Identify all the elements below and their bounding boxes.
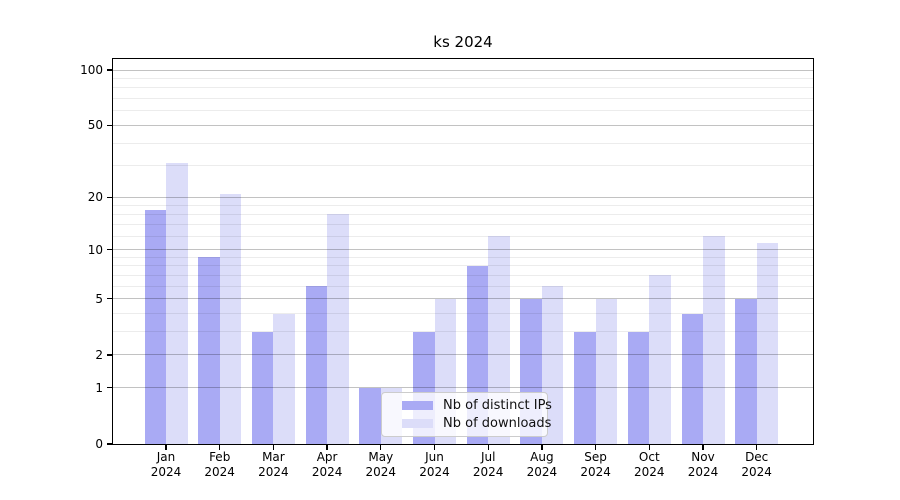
- x-tick-label-oct: Oct 2024: [634, 450, 665, 479]
- x-tick-label-jun: Jun 2024: [419, 450, 450, 479]
- legend-label-downloads: Nb of downloads: [443, 416, 552, 431]
- legend-swatch-distinct-ips: [402, 400, 433, 411]
- legend-label-distinct-ips: Nb of distinct IPs: [443, 398, 552, 413]
- y-tick-label-0: 0: [95, 437, 103, 451]
- y-tick-label-50: 50: [87, 118, 103, 133]
- y-tick-label-10: 10: [87, 242, 103, 257]
- y-tick-label-5: 5: [95, 291, 103, 306]
- y-tick-label-100: 100: [80, 63, 103, 78]
- x-tick-label-jan: Jan 2024: [150, 450, 182, 479]
- x-tick-oct: [648, 444, 650, 450]
- x-tick-label-apr: Apr 2024: [311, 450, 343, 479]
- plot-frame: [111, 58, 814, 445]
- legend-swatch-downloads: [402, 418, 433, 429]
- y-tick-label-2: 2: [95, 347, 103, 362]
- x-tick-may: [380, 444, 382, 450]
- x-tick-apr: [326, 444, 328, 450]
- x-tick-label-may: May 2024: [365, 450, 397, 479]
- chart-title: ks 2024: [433, 33, 493, 51]
- x-tick-label-jul: Jul 2024: [472, 450, 504, 479]
- x-tick-label-nov: Nov 2024: [687, 450, 719, 479]
- x-tick-mar: [272, 444, 275, 450]
- y-tick-label-20: 20: [87, 190, 103, 205]
- x-tick-aug: [541, 444, 543, 450]
- x-tick-label-aug: Aug 2024: [526, 450, 558, 479]
- x-tick-label-feb: Feb 2024: [204, 450, 235, 479]
- legend-item-downloads: Nb of downloads: [402, 416, 551, 431]
- x-tick-jan: [165, 444, 167, 450]
- x-tick-label-mar: Mar 2024: [258, 450, 289, 479]
- x-tick-feb: [219, 444, 221, 450]
- x-tick-label-dec: Dec 2024: [741, 450, 772, 479]
- x-tick-jul: [487, 444, 489, 450]
- legend-item-distinct-ips: Nb of distinct IPs: [402, 398, 552, 413]
- y-tick-label-1: 1: [95, 380, 103, 395]
- x-tick-nov: [702, 444, 704, 450]
- x-tick-jun: [433, 444, 436, 450]
- legend: Nb of distinct IPs Nb of downloads: [381, 392, 552, 437]
- x-tick-label-sep: Sep 2024: [580, 450, 611, 479]
- x-tick-sep: [594, 444, 597, 450]
- x-tick-dec: [756, 444, 758, 450]
